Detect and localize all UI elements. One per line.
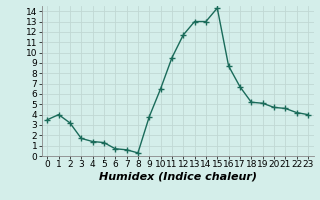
X-axis label: Humidex (Indice chaleur): Humidex (Indice chaleur) (99, 172, 257, 182)
